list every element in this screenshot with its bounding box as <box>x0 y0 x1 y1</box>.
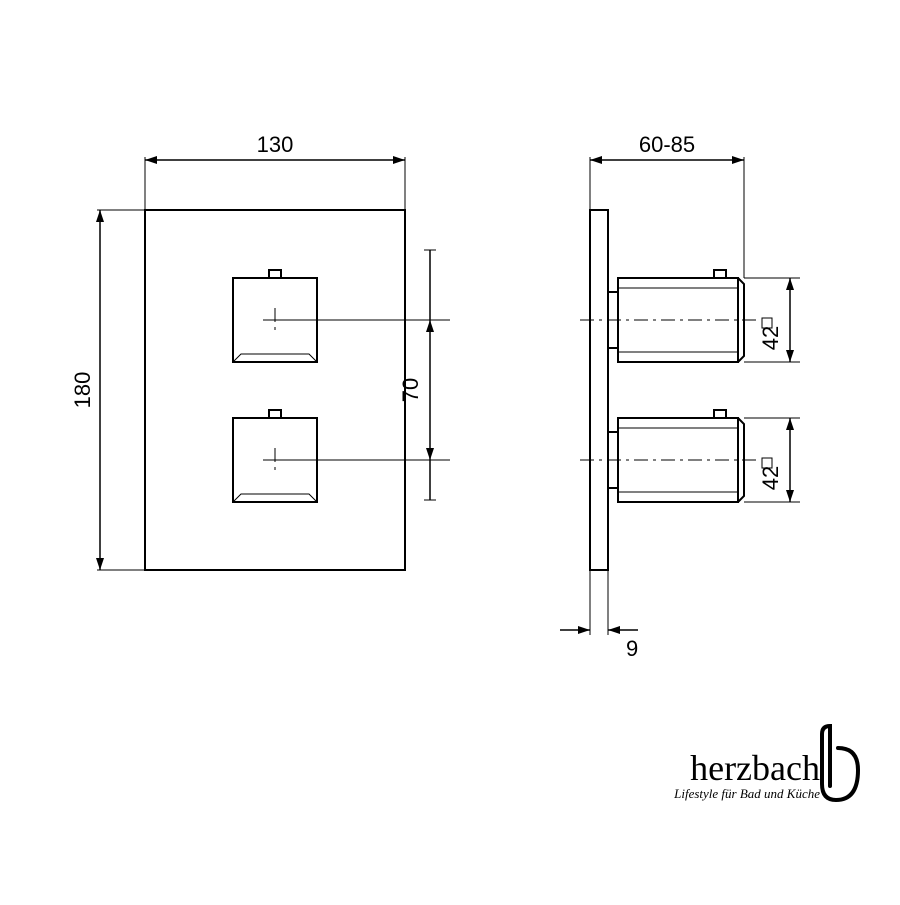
side-view <box>580 210 758 570</box>
brand-mark-icon <box>822 726 858 800</box>
svg-text:70: 70 <box>398 378 423 402</box>
brand-logo: herzbachLifestyle für Bad und Küche <box>673 726 858 801</box>
brand-name: herzbach <box>690 748 820 788</box>
svg-text:60-85: 60-85 <box>639 132 695 157</box>
svg-text:42: 42 <box>758 326 783 350</box>
svg-text:130: 130 <box>257 132 294 157</box>
svg-text:180: 180 <box>70 372 95 409</box>
brand-tagline: Lifestyle für Bad und Küche <box>673 786 820 801</box>
svg-text:42: 42 <box>758 466 783 490</box>
front-view <box>145 210 405 570</box>
svg-text:9: 9 <box>626 636 638 661</box>
